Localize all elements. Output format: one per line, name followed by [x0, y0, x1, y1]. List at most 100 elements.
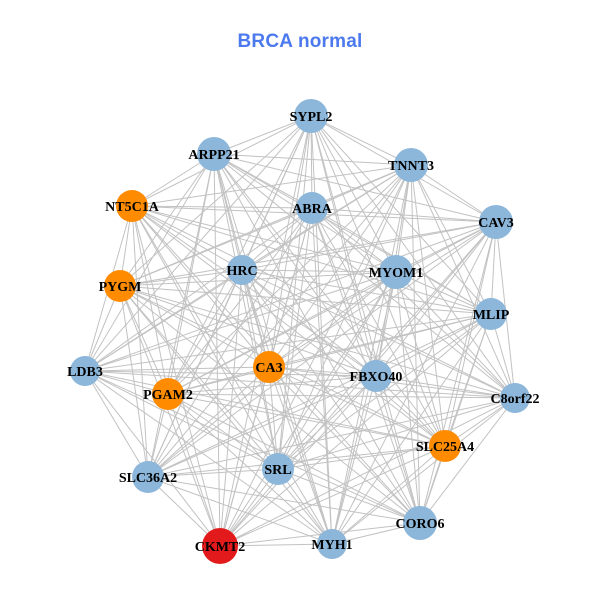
edge-FBXO40-C8orf22 [375, 375, 516, 399]
edge-PYGM-PGAM2 [119, 285, 169, 395]
edge-LDB3-FBXO40 [84, 370, 377, 377]
edge-HRC-MYOM1 [241, 269, 397, 273]
edge-FBXO40-SRL [277, 375, 377, 470]
node-label-FBXO40: FBXO40 [350, 370, 403, 385]
edge-SYPL2-MYH1 [310, 115, 333, 545]
edge-ARPP21-FBXO40 [213, 153, 377, 377]
edge-TNNT3-C8orf22 [410, 164, 516, 399]
edge-LDB3-CA3 [84, 366, 270, 372]
edge-ARPP21-LDB3 [84, 153, 215, 372]
edge-MYOM1-SRL [277, 271, 397, 470]
edge-NT5C1A-SLC36A2 [131, 205, 149, 478]
edge-FBXO40-MYH1 [331, 375, 377, 545]
edge-PGAM2-C8orf22 [167, 393, 516, 399]
edge-PYGM-CKMT2 [119, 285, 221, 547]
edge-NT5C1A-ABRA [131, 205, 313, 209]
edge-SLC36A2-CORO6 [147, 476, 421, 524]
edge-ABRA-SLC25A4 [311, 207, 446, 447]
node-SLC25A4 [429, 430, 461, 462]
edge-MYOM1-LDB3 [84, 271, 397, 372]
edge-MYOM1-PGAM2 [167, 271, 397, 395]
edge-C8orf22-SRL [277, 397, 516, 470]
node-label-ABRA: ABRA [292, 202, 333, 217]
edge-SYPL2-SRL [277, 115, 312, 470]
edge-CAV3-PYGM [119, 221, 497, 287]
edge-C8orf22-MYH1 [331, 397, 516, 545]
edge-PYGM-SRL [119, 285, 279, 470]
edge-MYOM1-FBXO40 [375, 271, 397, 377]
edge-ARPP21-MYH1 [213, 153, 333, 545]
figure-title: BRCA normal [237, 31, 363, 52]
edge-LDB3-SLC25A4 [84, 370, 446, 447]
edge-NT5C1A-HRC [131, 205, 243, 271]
edge-ABRA-FBXO40 [311, 207, 377, 377]
edge-MYOM1-MLIP [395, 271, 492, 315]
node-SRL [262, 453, 294, 485]
node-label-MLIP: MLIP [473, 308, 510, 323]
edge-CAV3-LDB3 [84, 221, 497, 372]
node-label-PGAM2: PGAM2 [143, 388, 193, 403]
edge-SYPL2-LDB3 [84, 115, 312, 372]
edge-SLC25A4-MYH1 [331, 445, 446, 545]
edge-MLIP-CKMT2 [219, 313, 492, 547]
edge-SYPL2-TNNT3 [310, 115, 412, 166]
node-ABRA [296, 192, 328, 224]
node-label-HRC: HRC [226, 264, 257, 279]
node-SYPL2 [294, 99, 328, 133]
node-label-CORO6: CORO6 [396, 517, 445, 532]
edge-SYPL2-CKMT2 [219, 115, 312, 547]
edge-MYOM1-MYH1 [331, 271, 397, 545]
edge-MYOM1-SLC25A4 [395, 271, 446, 447]
edge-PYGM-MLIP [119, 285, 492, 315]
edge-ARPP21-SRL [213, 153, 279, 470]
node-label-C8orf22: C8orf22 [491, 392, 540, 407]
edge-HRC-MYH1 [241, 269, 333, 545]
edge-HRC-SLC25A4 [241, 269, 446, 447]
edge-SLC36A2-SRL [147, 468, 279, 478]
edge-MLIP-SRL [277, 313, 492, 470]
edge-CAV3-FBXO40 [375, 221, 497, 377]
edge-PGAM2-CORO6 [167, 393, 421, 524]
edge-CA3-MYH1 [268, 366, 333, 545]
node-LDB3 [70, 356, 100, 386]
edge-MYOM1-C8orf22 [395, 271, 516, 399]
edge-MYOM1-PYGM [119, 271, 397, 287]
edge-PYGM-MYH1 [119, 285, 333, 545]
node-FBXO40 [360, 360, 392, 392]
edge-CAV3-SRL [277, 221, 497, 470]
edge-ABRA-CAV3 [311, 207, 497, 223]
edge-HRC-PYGM [119, 269, 243, 287]
edge-SYPL2-ARPP21 [213, 115, 312, 155]
edge-NT5C1A-PGAM2 [131, 205, 169, 395]
edge-ABRA-SRL [277, 207, 313, 470]
edge-MYOM1-CA3 [268, 271, 397, 368]
edge-PGAM2-CKMT2 [167, 393, 221, 547]
edge-FBXO40-SLC36A2 [147, 375, 377, 478]
edge-CAV3-SLC25A4 [444, 221, 497, 447]
edge-CA3-SRL [268, 366, 279, 470]
edge-MYOM1-CORO6 [395, 271, 421, 524]
edge-FBXO40-PGAM2 [167, 375, 377, 395]
edge-FBXO40-SLC25A4 [375, 375, 446, 447]
node-label-SYPL2: SYPL2 [290, 110, 333, 125]
edge-HRC-CORO6 [241, 269, 421, 524]
node-label-TNNT3: TNNT3 [388, 159, 434, 174]
edge-LDB3-MYH1 [84, 370, 333, 545]
node-CA3 [253, 351, 285, 383]
node-label-LDB3: LDB3 [67, 365, 103, 380]
edge-SLC36A2-MYH1 [147, 476, 333, 545]
edge-TNNT3-MLIP [410, 164, 492, 315]
edge-PYGM-CORO6 [119, 285, 421, 524]
edge-C8orf22-CORO6 [419, 397, 516, 524]
edge-ARPP21-TNNT3 [213, 153, 412, 166]
node-MYH1 [317, 529, 347, 559]
edge-MLIP-LDB3 [84, 313, 492, 372]
node-label-ARPP21: ARPP21 [188, 148, 239, 163]
node-label-MYH1: MYH1 [311, 538, 352, 553]
node-TNNT3 [394, 148, 428, 182]
node-MYOM1 [379, 255, 413, 289]
edge-PGAM2-SRL [167, 393, 279, 470]
node-label-SRL: SRL [264, 463, 291, 478]
